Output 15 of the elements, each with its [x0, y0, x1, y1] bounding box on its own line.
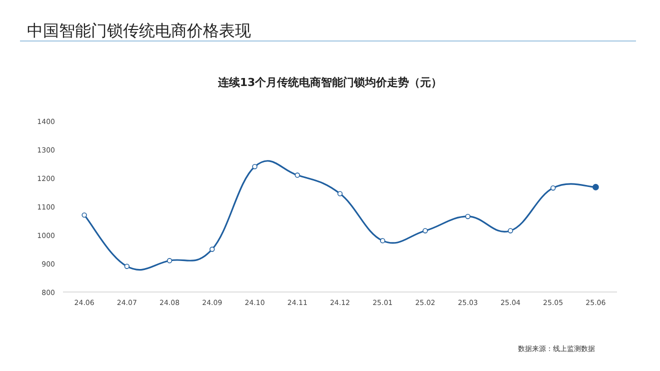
- point: [252, 164, 258, 170]
- point: [422, 228, 428, 234]
- chart-subtitle: 连续13个月传统电商智能门锁均价走势（元）: [216, 76, 442, 89]
- point: [508, 228, 514, 234]
- point: [124, 264, 130, 269]
- point: [294, 172, 300, 178]
- point: [166, 258, 172, 264]
- point: [337, 191, 343, 196]
- chart-title: 中国智能门锁传统电商价格表现: [27, 21, 251, 40]
- point: [550, 185, 556, 191]
- point: [465, 214, 470, 220]
- point: [82, 212, 87, 218]
- point: [210, 246, 215, 252]
- point: [592, 184, 599, 190]
- point: [380, 238, 386, 244]
